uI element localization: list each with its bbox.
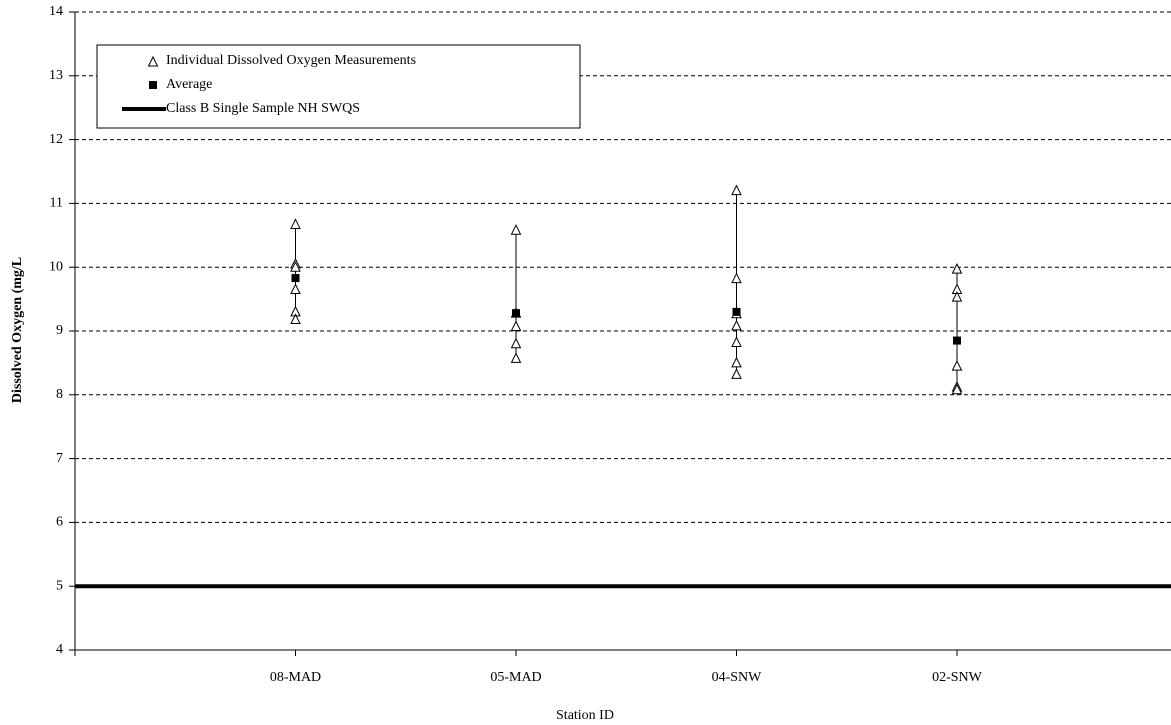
measurement-point xyxy=(290,283,301,295)
y-tick-label: 14 xyxy=(49,4,63,19)
y-tick-label: 8 xyxy=(56,387,63,402)
measurement-point xyxy=(290,261,301,272)
legend-label: Average xyxy=(166,77,212,92)
measurement-point xyxy=(290,313,301,325)
y-tick-label: 9 xyxy=(56,323,63,338)
y-tick-label: 7 xyxy=(56,451,63,466)
x-tick-label: 02-SNW xyxy=(932,670,983,685)
measurement-point xyxy=(731,272,742,284)
measurement-point xyxy=(731,319,742,331)
average-point xyxy=(512,309,520,318)
y-tick-label: 10 xyxy=(49,259,63,274)
y-tick-label: 13 xyxy=(49,68,63,83)
measurement-point xyxy=(731,368,742,379)
measurement-point xyxy=(510,337,522,349)
legend-box xyxy=(96,44,581,129)
legend-label: Individual Dissolved Oxygen Measurements xyxy=(166,53,416,68)
x-tick-label: 08-MAD xyxy=(270,670,321,685)
measurement-point xyxy=(951,262,963,274)
average-point xyxy=(953,336,961,345)
average-point xyxy=(732,307,741,316)
y-axis-label: Dissolved Oxygen (mg/L xyxy=(10,257,25,403)
measurement-point xyxy=(951,291,963,302)
y-tick-label: 4 xyxy=(56,642,63,657)
measurement-point xyxy=(731,184,742,196)
y-tick-label: 12 xyxy=(49,132,63,147)
y-tick-label: 6 xyxy=(56,515,63,530)
y-tick-label: 11 xyxy=(50,196,63,211)
measurement-point xyxy=(510,320,522,332)
measurement-point xyxy=(731,356,742,368)
x-tick-label: 04-SNW xyxy=(712,670,763,685)
measurement-point xyxy=(290,218,301,229)
x-axis-label: Station ID xyxy=(556,708,614,723)
legend-symbol xyxy=(147,55,159,67)
legend-symbol xyxy=(149,81,157,89)
measurement-point xyxy=(510,224,522,235)
x-tick-label: 05-MAD xyxy=(490,670,541,685)
measurement-point xyxy=(951,359,963,371)
measurement-point xyxy=(731,336,742,347)
y-tick-label: 5 xyxy=(56,578,63,593)
measurement-point xyxy=(951,383,963,395)
measurement-point xyxy=(510,352,522,363)
average-point xyxy=(291,274,300,283)
legend-label: Class B Single Sample NH SWQS xyxy=(166,101,360,116)
